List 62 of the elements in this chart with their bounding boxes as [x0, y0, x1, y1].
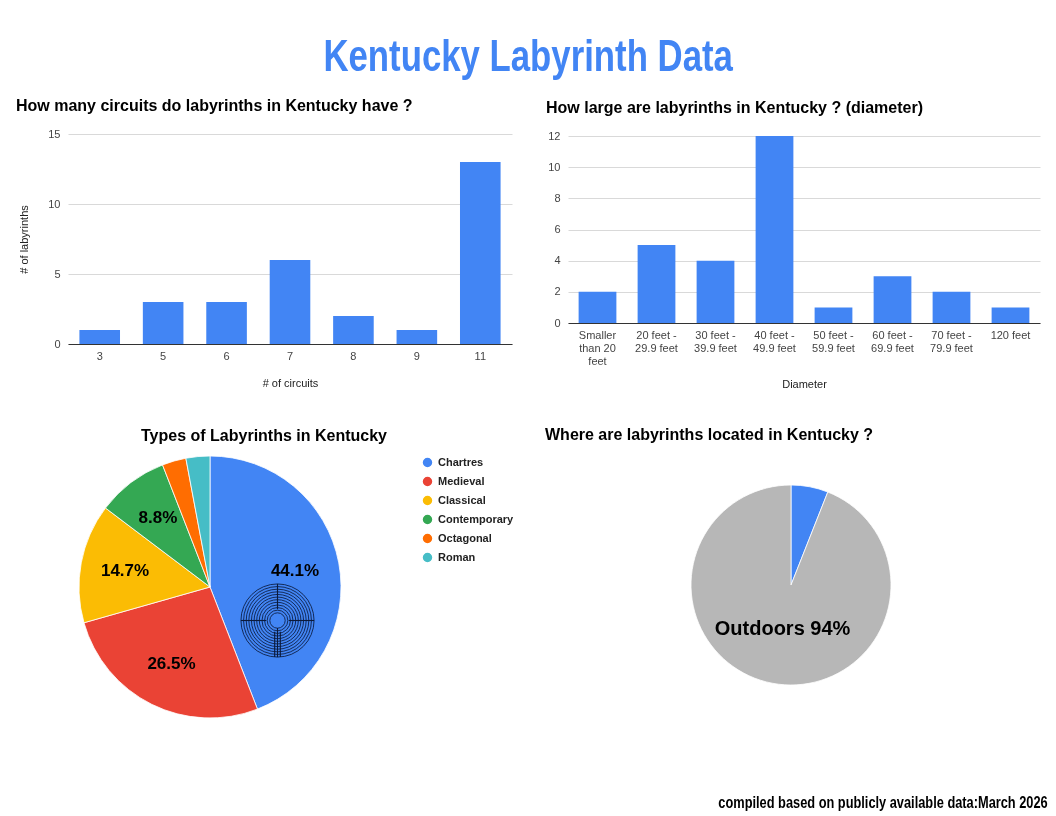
y-tick-label: 8	[554, 191, 561, 204]
data-label: 26.5%	[147, 654, 196, 674]
bar	[932, 291, 971, 323]
y-tick-label: 2	[554, 285, 561, 298]
bar	[333, 316, 374, 344]
x-axis-title: # of circuits	[262, 376, 319, 389]
bar	[814, 307, 853, 323]
y-axis-title: # of labyrinths	[18, 204, 31, 274]
y-tick-label: 12	[548, 129, 561, 142]
legend-label: Classical	[438, 493, 486, 506]
x-tick-label: 6	[223, 349, 230, 362]
bar	[755, 136, 794, 323]
legend-label: Roman	[438, 550, 476, 563]
y-tick-label: 6	[554, 223, 561, 235]
chart-title: Types of Labyrinths in Kentucky	[141, 427, 388, 445]
bar	[396, 330, 438, 344]
bar	[142, 302, 184, 344]
x-tick-label: 60 feet - 69.9 feet	[871, 328, 914, 354]
legend-label: Medieval	[438, 474, 485, 487]
x-tick-label: 8	[350, 349, 357, 362]
bar	[459, 162, 501, 344]
x-tick-label: 40 feet - 49.9 feet	[753, 328, 796, 354]
text: compiled based on publicly available data:March 2026	[718, 794, 1048, 811]
bar	[637, 245, 676, 323]
x-tick-label: 50 feet - 59.9 feet	[812, 328, 855, 354]
legend-label: Octagonal	[438, 531, 492, 544]
bar	[696, 260, 735, 323]
x-tick-label: 5	[160, 349, 167, 362]
text: Kentucky Labyrinth Data	[323, 31, 733, 80]
y-tick-label: 10	[548, 160, 561, 173]
pie-slice	[690, 484, 892, 686]
bar	[269, 260, 311, 344]
legend-label: Chartres	[438, 455, 484, 468]
legend-label: Contemporary	[438, 512, 515, 525]
x-tick-label: 30 feet - 39.9 feet	[694, 328, 737, 354]
x-tick-label: 7	[286, 349, 294, 362]
chart-title: How many circuits do labyrinths in Kentucky have ?	[16, 97, 413, 114]
x-tick-label: 120 feet	[990, 328, 1031, 341]
chart-title: How large are labyrinths in Kentucky ? (diameter)	[546, 99, 923, 116]
x-tick-label: 70 feet - 79.9 feet	[930, 328, 973, 354]
y-tick-label: 4	[554, 254, 561, 267]
bar	[991, 307, 1030, 323]
x-tick-label: 9	[413, 349, 420, 362]
y-tick-label: 5	[54, 267, 61, 280]
data-label: 44.1%	[270, 561, 320, 581]
x-tick-label: 11	[474, 349, 486, 362]
x-tick-label: 20 feet - 29.9 feet	[635, 328, 678, 354]
slice-label: Outdoors 94%	[714, 617, 851, 640]
bar	[206, 302, 247, 344]
y-tick-label: 15	[48, 127, 61, 140]
x-tick-label: 3	[96, 349, 103, 362]
y-tick-label: 10	[48, 197, 61, 210]
bar	[79, 330, 121, 344]
y-tick-label: 0	[554, 316, 561, 329]
x-tick-label: Smaller than 20 feet	[578, 328, 617, 367]
bar	[873, 276, 912, 323]
chart-title: Where are labyrinths located in Kentucky ?	[545, 426, 874, 444]
x-axis-title: Diameter	[782, 377, 828, 390]
data-label: 8.8%	[138, 508, 178, 528]
bar	[578, 291, 617, 323]
data-label: 14.7%	[100, 561, 150, 581]
y-tick-label: 0	[54, 337, 61, 350]
